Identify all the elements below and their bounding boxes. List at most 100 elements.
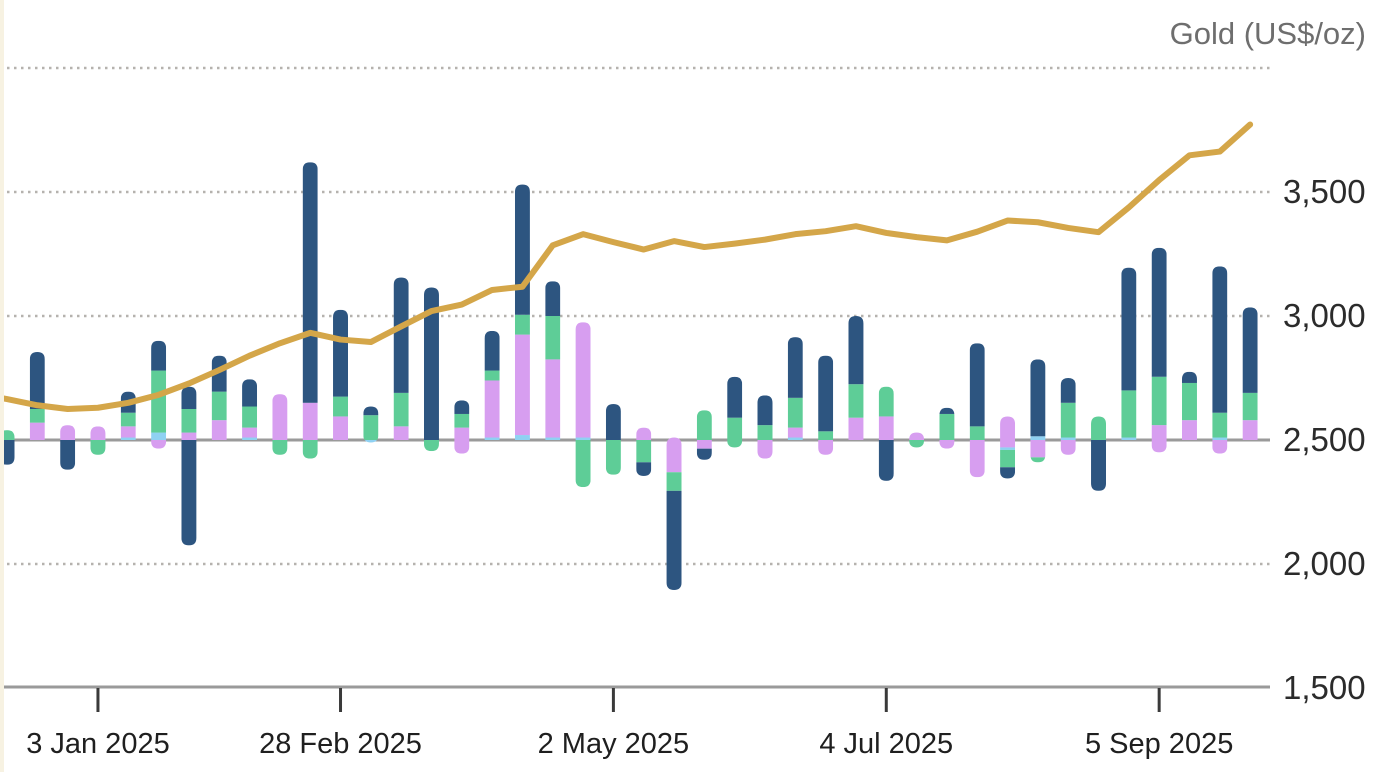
bar-segment-navy <box>151 340 167 371</box>
bar-week[interactable] <box>363 406 379 443</box>
bar-week[interactable] <box>181 386 197 546</box>
bar-segment-navy <box>393 277 409 393</box>
bar-segment-green <box>605 440 621 475</box>
bar-week[interactable] <box>727 376 743 448</box>
bar-week[interactable] <box>60 425 76 470</box>
bar-week[interactable] <box>211 355 227 440</box>
bar-week[interactable] <box>242 379 258 440</box>
bar-segment-navy <box>181 440 197 546</box>
bar-week[interactable] <box>848 316 864 440</box>
bar-segment-green <box>302 440 318 459</box>
bar-segment-green <box>575 440 591 488</box>
bar-week[interactable] <box>393 277 409 440</box>
bar-week[interactable] <box>454 400 470 454</box>
bar-segment-green <box>1212 412 1228 438</box>
bar-week[interactable] <box>575 322 591 488</box>
x-tick-label: 2 May 2025 <box>538 728 690 760</box>
bar-segment-lightblue <box>575 437 591 440</box>
bar-week[interactable] <box>272 394 288 455</box>
bar-segment-green <box>1242 392 1258 421</box>
bar-segment-purple <box>1151 440 1167 453</box>
bar-segment-green <box>423 440 439 452</box>
bar-week[interactable] <box>1000 416 1016 479</box>
bar-week[interactable] <box>1060 378 1076 455</box>
bar-segment-green <box>636 440 652 463</box>
bar-segment-lightblue <box>545 437 561 440</box>
bar-segment-green <box>211 391 227 421</box>
bar-segment-purple <box>787 427 803 438</box>
bar-segment-green <box>1060 402 1076 438</box>
bar-segment-green <box>969 426 985 440</box>
bar-segment-lightblue <box>1060 437 1076 440</box>
bar-week[interactable] <box>1030 359 1046 463</box>
bar-week[interactable] <box>423 287 439 452</box>
bar-segment-purple <box>151 440 167 449</box>
bar-segment-purple <box>484 380 500 438</box>
bar-segment-purple <box>393 426 409 440</box>
bar-segment-green <box>787 397 803 428</box>
bar-segment-navy <box>60 440 76 470</box>
bar-segment-navy <box>939 407 955 414</box>
chart-title: Gold (US$/oz) <box>1169 16 1366 51</box>
bar-segment-navy <box>1060 378 1076 403</box>
bar-week[interactable] <box>969 343 985 478</box>
bar-week[interactable] <box>909 432 925 448</box>
bar-week[interactable] <box>333 309 349 440</box>
bar-segment-green <box>1121 390 1137 438</box>
bar-segment-purple <box>120 426 136 438</box>
bar-segment-green <box>1091 416 1107 440</box>
bar-segment-lightblue <box>151 432 167 440</box>
bar-segment-navy <box>545 281 561 316</box>
bars-group <box>0 162 1258 591</box>
bar-segment-lightblue <box>1212 437 1228 440</box>
bar-week[interactable] <box>545 281 561 440</box>
bar-week[interactable] <box>1121 267 1137 440</box>
y-axis-label: 1,500 <box>1283 669 1366 706</box>
bar-week[interactable] <box>939 407 955 449</box>
bar-segment-navy <box>242 379 258 407</box>
bar-week[interactable] <box>29 351 45 440</box>
bar-segment-green <box>878 386 894 417</box>
bar-week[interactable] <box>1091 416 1107 491</box>
bar-week[interactable] <box>757 395 773 459</box>
bar-segment-green <box>757 425 773 440</box>
bar-segment-lightblue <box>242 437 258 440</box>
bar-week[interactable] <box>818 355 834 455</box>
bar-segment-green <box>333 396 349 417</box>
bar-segment-purple <box>757 440 773 459</box>
bar-week[interactable] <box>878 386 894 481</box>
bar-segment-navy <box>1151 247 1167 377</box>
bar-segment-purple <box>878 416 894 440</box>
bar-segment-navy <box>1030 359 1046 437</box>
bar-segment-navy <box>454 400 470 414</box>
bar-segment-green <box>151 370 167 433</box>
bar-week[interactable] <box>787 337 803 440</box>
bar-week[interactable] <box>1181 371 1197 440</box>
y-axis-label: 2,000 <box>1283 545 1366 582</box>
bar-week[interactable] <box>90 426 106 455</box>
bar-week[interactable] <box>151 340 167 449</box>
bar-segment-purple <box>333 416 349 440</box>
bar-segment-green <box>1151 376 1167 426</box>
bar-segment-purple <box>1000 440 1016 448</box>
bar-segment-purple <box>302 402 318 440</box>
bar-week[interactable] <box>666 437 682 591</box>
bar-week[interactable] <box>1151 247 1167 453</box>
bar-week[interactable] <box>484 330 500 440</box>
bar-segment-green <box>120 412 136 427</box>
bar-week[interactable] <box>302 162 318 459</box>
bar-week[interactable] <box>120 391 136 440</box>
bar-week[interactable] <box>1242 307 1258 440</box>
bar-segment-navy <box>969 343 985 427</box>
bar-segment-purple <box>575 322 591 438</box>
bar-week[interactable] <box>514 184 530 440</box>
bar-week[interactable] <box>1212 266 1228 454</box>
bar-week[interactable] <box>696 410 712 460</box>
bar-segment-lightblue <box>1030 436 1046 440</box>
bar-week[interactable] <box>636 427 652 476</box>
bar-segment-green <box>29 409 45 423</box>
bar-segment-navy <box>514 184 530 315</box>
bar-segment-purple <box>242 427 258 438</box>
bar-week[interactable] <box>605 404 621 475</box>
